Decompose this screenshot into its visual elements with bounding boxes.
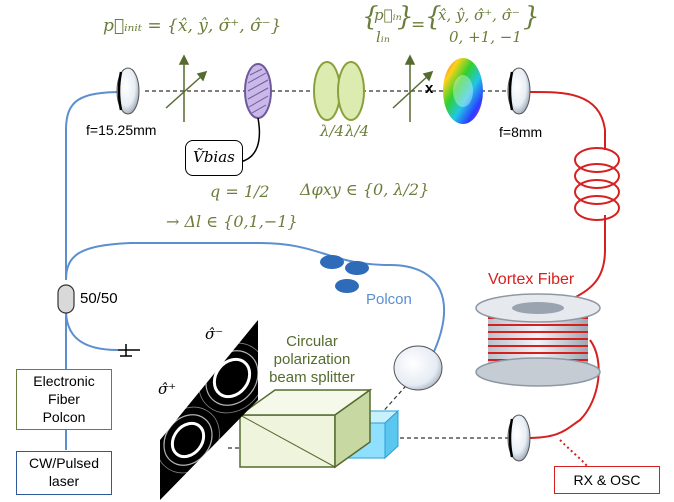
electronic-polcon-line1: Electronic — [33, 373, 95, 389]
vortex-fiber-spool-icon — [475, 293, 601, 387]
beam-splitter-label-line2: polarization — [273, 351, 351, 368]
beam-splitter-label-line3: beam splitter — [269, 369, 355, 386]
beam-splitter-label: Circular polarization beam splitter — [262, 333, 362, 387]
polarizer-arrow-icon — [165, 54, 208, 122]
v-bias-label: Ṽbias — [193, 148, 235, 166]
vortex-fiber-label: Vortex Fiber — [488, 271, 575, 288]
q-value-equation: q = 1/2 — [210, 182, 270, 201]
lens-left-icon — [116, 67, 140, 115]
polcon-paddles-icon — [320, 255, 369, 293]
beam-splitter-label-line1: Circular — [286, 333, 338, 350]
quarter-wave-plates-icon — [313, 61, 365, 121]
p-in-rhs-row2: 0, +1, −1 — [449, 28, 522, 46]
laser-box: CW/Pulsed laser — [16, 451, 112, 495]
focal-length-right: f=8mm — [499, 124, 543, 140]
p-in-symbol: p⃗ᵢₙ — [374, 6, 402, 24]
focal-length-left: f=15.25mm — [86, 122, 157, 138]
q-plate-icon — [244, 63, 272, 119]
analyzer-arrow-icon — [392, 54, 434, 122]
brace-right: } — [397, 2, 414, 32]
phase-plate-icon — [443, 58, 483, 124]
delta-phi-equation: Δφxy ∈ {0, λ/2} — [300, 180, 430, 199]
delta-l-equation: → Δl ∈ {0,1,−1} — [166, 212, 298, 231]
lens-right-icon — [507, 67, 531, 115]
p-in-rhs-row1: x̂, ŷ, σ̂⁺, σ̂⁻ — [438, 6, 520, 24]
electronic-polcon-line3: Polcon — [42, 409, 86, 425]
quarter-wave-label-2: λ/4 — [345, 122, 370, 140]
coupler-label: 50/50 — [80, 290, 118, 307]
fiber-coil-icon — [574, 147, 620, 221]
laser-line2: laser — [48, 473, 80, 489]
equals-sign: = — [411, 15, 426, 35]
brace-close-rhs: } — [523, 2, 540, 32]
sigma-minus-label: σ̂⁻ — [205, 325, 224, 343]
vortex-ring-screen-icon — [156, 320, 266, 500]
electronic-polcon-line2: Fiber — [48, 391, 80, 407]
coupler-icon — [57, 284, 75, 314]
fiber-blue-left — [65, 91, 124, 280]
brace-left: { — [362, 2, 379, 32]
beam-splitter-prism-icon — [237, 388, 373, 469]
lens-bottom-icon — [507, 414, 531, 462]
p-init-equation: p⃗ᵢₙᵢₜ = {x̂, ŷ, σ̂⁺, σ̂⁻} — [103, 16, 282, 36]
v-bias-box: Ṽbias — [185, 140, 243, 176]
l-in-symbol: lᵢₙ — [376, 28, 390, 46]
collimator-mirror-icon — [393, 345, 443, 391]
brace-open-rhs: { — [425, 2, 442, 32]
fiber-red-top — [525, 90, 606, 150]
x-mark: x — [425, 80, 434, 97]
sigma-plus-label: σ̂⁺ — [158, 380, 177, 398]
rx-osc-box: RX & OSC — [554, 466, 660, 494]
electronic-polcon-box: Electronic Fiber Polcon — [16, 369, 112, 430]
polcon-label: Polcon — [366, 291, 412, 308]
quarter-wave-label-1: λ/4 — [320, 122, 345, 140]
laser-line1: CW/Pulsed — [28, 455, 100, 471]
